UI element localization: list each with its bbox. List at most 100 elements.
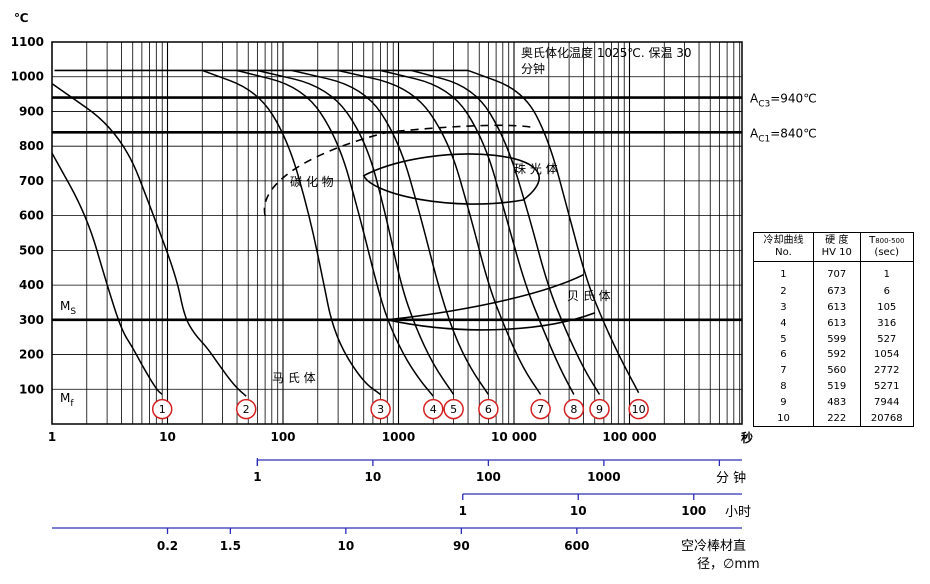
table-row: 10 222 20768 [754, 410, 913, 426]
table-row: 1 707 1 [754, 261, 913, 284]
critical-line-label: AC1=840℃ [750, 126, 817, 144]
cell-hardness: 483 [812, 394, 861, 411]
martensite-label-f: Mf [60, 391, 74, 409]
curve-marker-6: 6 [478, 398, 499, 420]
marker-circle [443, 398, 464, 420]
plot-frame [51, 41, 743, 425]
cell-hardness: 673 [812, 283, 861, 300]
cooling-curve-1 [51, 152, 163, 396]
cell-hardness: 707 [812, 261, 861, 284]
table-row: 3 613 105 [754, 299, 913, 316]
marker-number: 8 [570, 403, 577, 416]
marker-circle [151, 398, 173, 420]
phase-regions [263, 124, 596, 331]
cell-curve-no: 8 [780, 380, 787, 392]
header-t800-500: T800-500 (sec) [859, 233, 913, 262]
curve-marker-8: 8 [563, 398, 585, 420]
phase-label-pearlite: 珠 光 体 [514, 162, 558, 176]
marker-circle [530, 398, 551, 420]
x-tick-label: 100 [270, 430, 295, 444]
cell-t800-500: 7944 [859, 394, 913, 411]
x-tick-label: 100 000 [602, 430, 656, 444]
phase-label-martensite: 马 氏 体 [272, 371, 316, 385]
marker-circle [235, 398, 257, 420]
chart-title: 奥氏体化温度 1025℃. 保温 30 分钟 [521, 45, 692, 76]
cell-t800-500: 2772 [859, 362, 913, 379]
curve-marker-9: 9 [589, 398, 610, 420]
diameter-unit-line2: 径，∅mm [697, 557, 760, 572]
diameter-tick-label: 0.2 [157, 539, 178, 553]
phase-label-bainite: 贝 氏 体 [567, 289, 611, 303]
cell-hardness: 592 [812, 346, 861, 363]
annotations: 奥氏体化温度 1025℃. 保温 30 分钟 AC3=940℃ AC1=840℃ MS M… [60, 45, 817, 409]
cell-t800-500: 1 [859, 261, 913, 284]
cell-hardness: 613 [812, 299, 861, 316]
table-header-row: 冷却曲线 No. 硬 度 HV 10 T800-500 (sec) [754, 233, 913, 262]
y-tick-label: 300 [19, 313, 44, 327]
cooling-curve-9 [411, 69, 601, 395]
curve-number-markers: 1 2 3 4 5 6 7 8 9 10 [151, 398, 649, 420]
hours-unit: 小时 [725, 505, 751, 520]
y-tick-labels: 100 200 300 400 500 600 700 800 900 1000 1100 ℃ [11, 11, 44, 396]
carbide-line [263, 124, 532, 216]
marker-number: 1 [159, 403, 166, 416]
minutes-unit: 分 钟 [716, 470, 746, 486]
cell-t800-500: 1054 [859, 346, 913, 363]
curve-marker-2: 2 [235, 398, 257, 420]
marker-circle [589, 398, 610, 420]
minutes-tick-label: 100 [476, 470, 501, 484]
cell-hardness: 599 [812, 331, 861, 347]
diameter-unit-line1: 空冷棒材直 [681, 539, 746, 554]
hours-tick-label: 100 [681, 504, 706, 518]
cooling-curve-4 [236, 69, 434, 397]
marker-circle [423, 398, 444, 420]
cell-hardness: 222 [812, 410, 861, 426]
plot-border [51, 41, 743, 425]
table-row: 6 592 1054 [754, 346, 913, 363]
cell-curve-no: 10 [777, 412, 790, 424]
marker-number: 5 [450, 403, 457, 416]
diameter-tick-label: 10 [337, 539, 354, 553]
marker-circle [370, 398, 391, 420]
cooling-table: 冷却曲线 No. 硬 度 HV 10 T800-500 (sec) 1 707 1 2 673… [753, 232, 914, 427]
cell-curve-no: 9 [780, 396, 787, 408]
table-row: 9 483 7944 [754, 394, 913, 411]
cooling-curve-8 [380, 69, 575, 395]
x-axis-label: 秒 [741, 430, 753, 445]
table-row: 4 613 316 [754, 315, 913, 332]
diameter-tick-label: 1.5 [220, 539, 241, 553]
minutes-tick-label: 10 [365, 470, 382, 484]
cell-curve-no: 4 [780, 317, 787, 329]
marker-number: 7 [537, 403, 544, 416]
cell-t800-500: 105 [859, 299, 913, 316]
header-curve-no: 冷却曲线 No. [754, 233, 814, 262]
cooling-curve-10 [467, 69, 640, 394]
curve-marker-1: 1 [151, 398, 173, 420]
marker-number: 9 [596, 403, 603, 416]
marker-number: 3 [377, 403, 384, 416]
cell-t800-500: 527 [859, 331, 913, 347]
x-tick-label: 10 [159, 430, 176, 444]
table-row: 7 560 2772 [754, 362, 913, 379]
y-tick-label: 500 [19, 243, 44, 257]
marker-circle [628, 398, 649, 420]
marker-number: 4 [430, 403, 437, 416]
cell-t800-500: 20768 [859, 410, 913, 426]
cooling-curves [51, 69, 640, 397]
cell-hardness: 613 [812, 315, 861, 332]
diameter-tick-label: 600 [564, 539, 589, 553]
hours-tick-label: 1 [459, 504, 467, 518]
y-tick-label: 600 [19, 209, 44, 223]
cooling-curve-3 [202, 69, 382, 396]
curve-marker-7: 7 [530, 398, 551, 420]
martensite-label-S: MS [60, 299, 76, 317]
cell-curve-no: 7 [780, 365, 787, 377]
y-tick-label: 700 [19, 174, 44, 188]
cell-hardness: 560 [812, 362, 861, 379]
cell-t800-500: 6 [859, 283, 913, 300]
cooling-curve-6 [291, 69, 489, 395]
curve-marker-5: 5 [443, 398, 464, 420]
y-tick-label: 900 [19, 104, 44, 118]
header-hardness: 硬 度 HV 10 [812, 233, 861, 262]
